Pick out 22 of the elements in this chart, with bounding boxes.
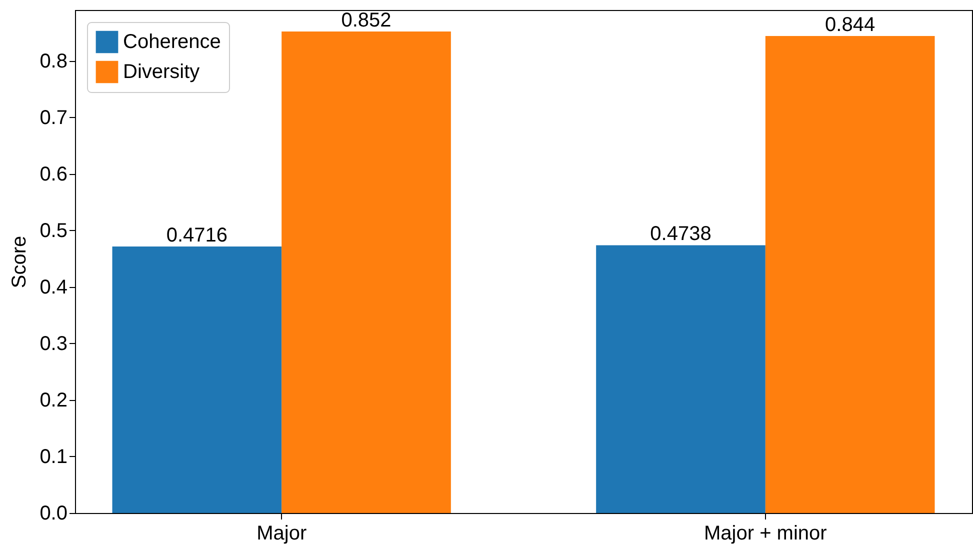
y-tick-label: 0.1 bbox=[40, 446, 68, 468]
y-tick-label: 0.4 bbox=[40, 276, 68, 298]
y-tick-label: 0.0 bbox=[40, 502, 68, 524]
data-label: 0.4716 bbox=[166, 224, 228, 246]
x-tick-label: Major + minor bbox=[704, 522, 828, 544]
y-tick-label: 0.3 bbox=[40, 332, 68, 355]
y-tick-label: 0.5 bbox=[40, 220, 68, 242]
data-label: 0.844 bbox=[825, 14, 876, 36]
data-label: 0.852 bbox=[341, 9, 392, 32]
data-label: 0.4738 bbox=[650, 223, 712, 246]
bar bbox=[112, 246, 282, 513]
x-tick-label: Major bbox=[256, 522, 307, 544]
y-axis-title: Score bbox=[8, 236, 31, 288]
legend-label: Diversity bbox=[123, 61, 200, 83]
y-tick-label: 0.2 bbox=[40, 389, 68, 412]
bar bbox=[596, 245, 766, 513]
legend-label: Coherence bbox=[123, 31, 221, 53]
bar bbox=[282, 31, 451, 513]
bar bbox=[765, 36, 935, 513]
y-tick-label: 0.7 bbox=[40, 106, 68, 129]
y-tick-label: 0.8 bbox=[40, 50, 68, 72]
y-tick-label: 0.6 bbox=[40, 163, 68, 186]
